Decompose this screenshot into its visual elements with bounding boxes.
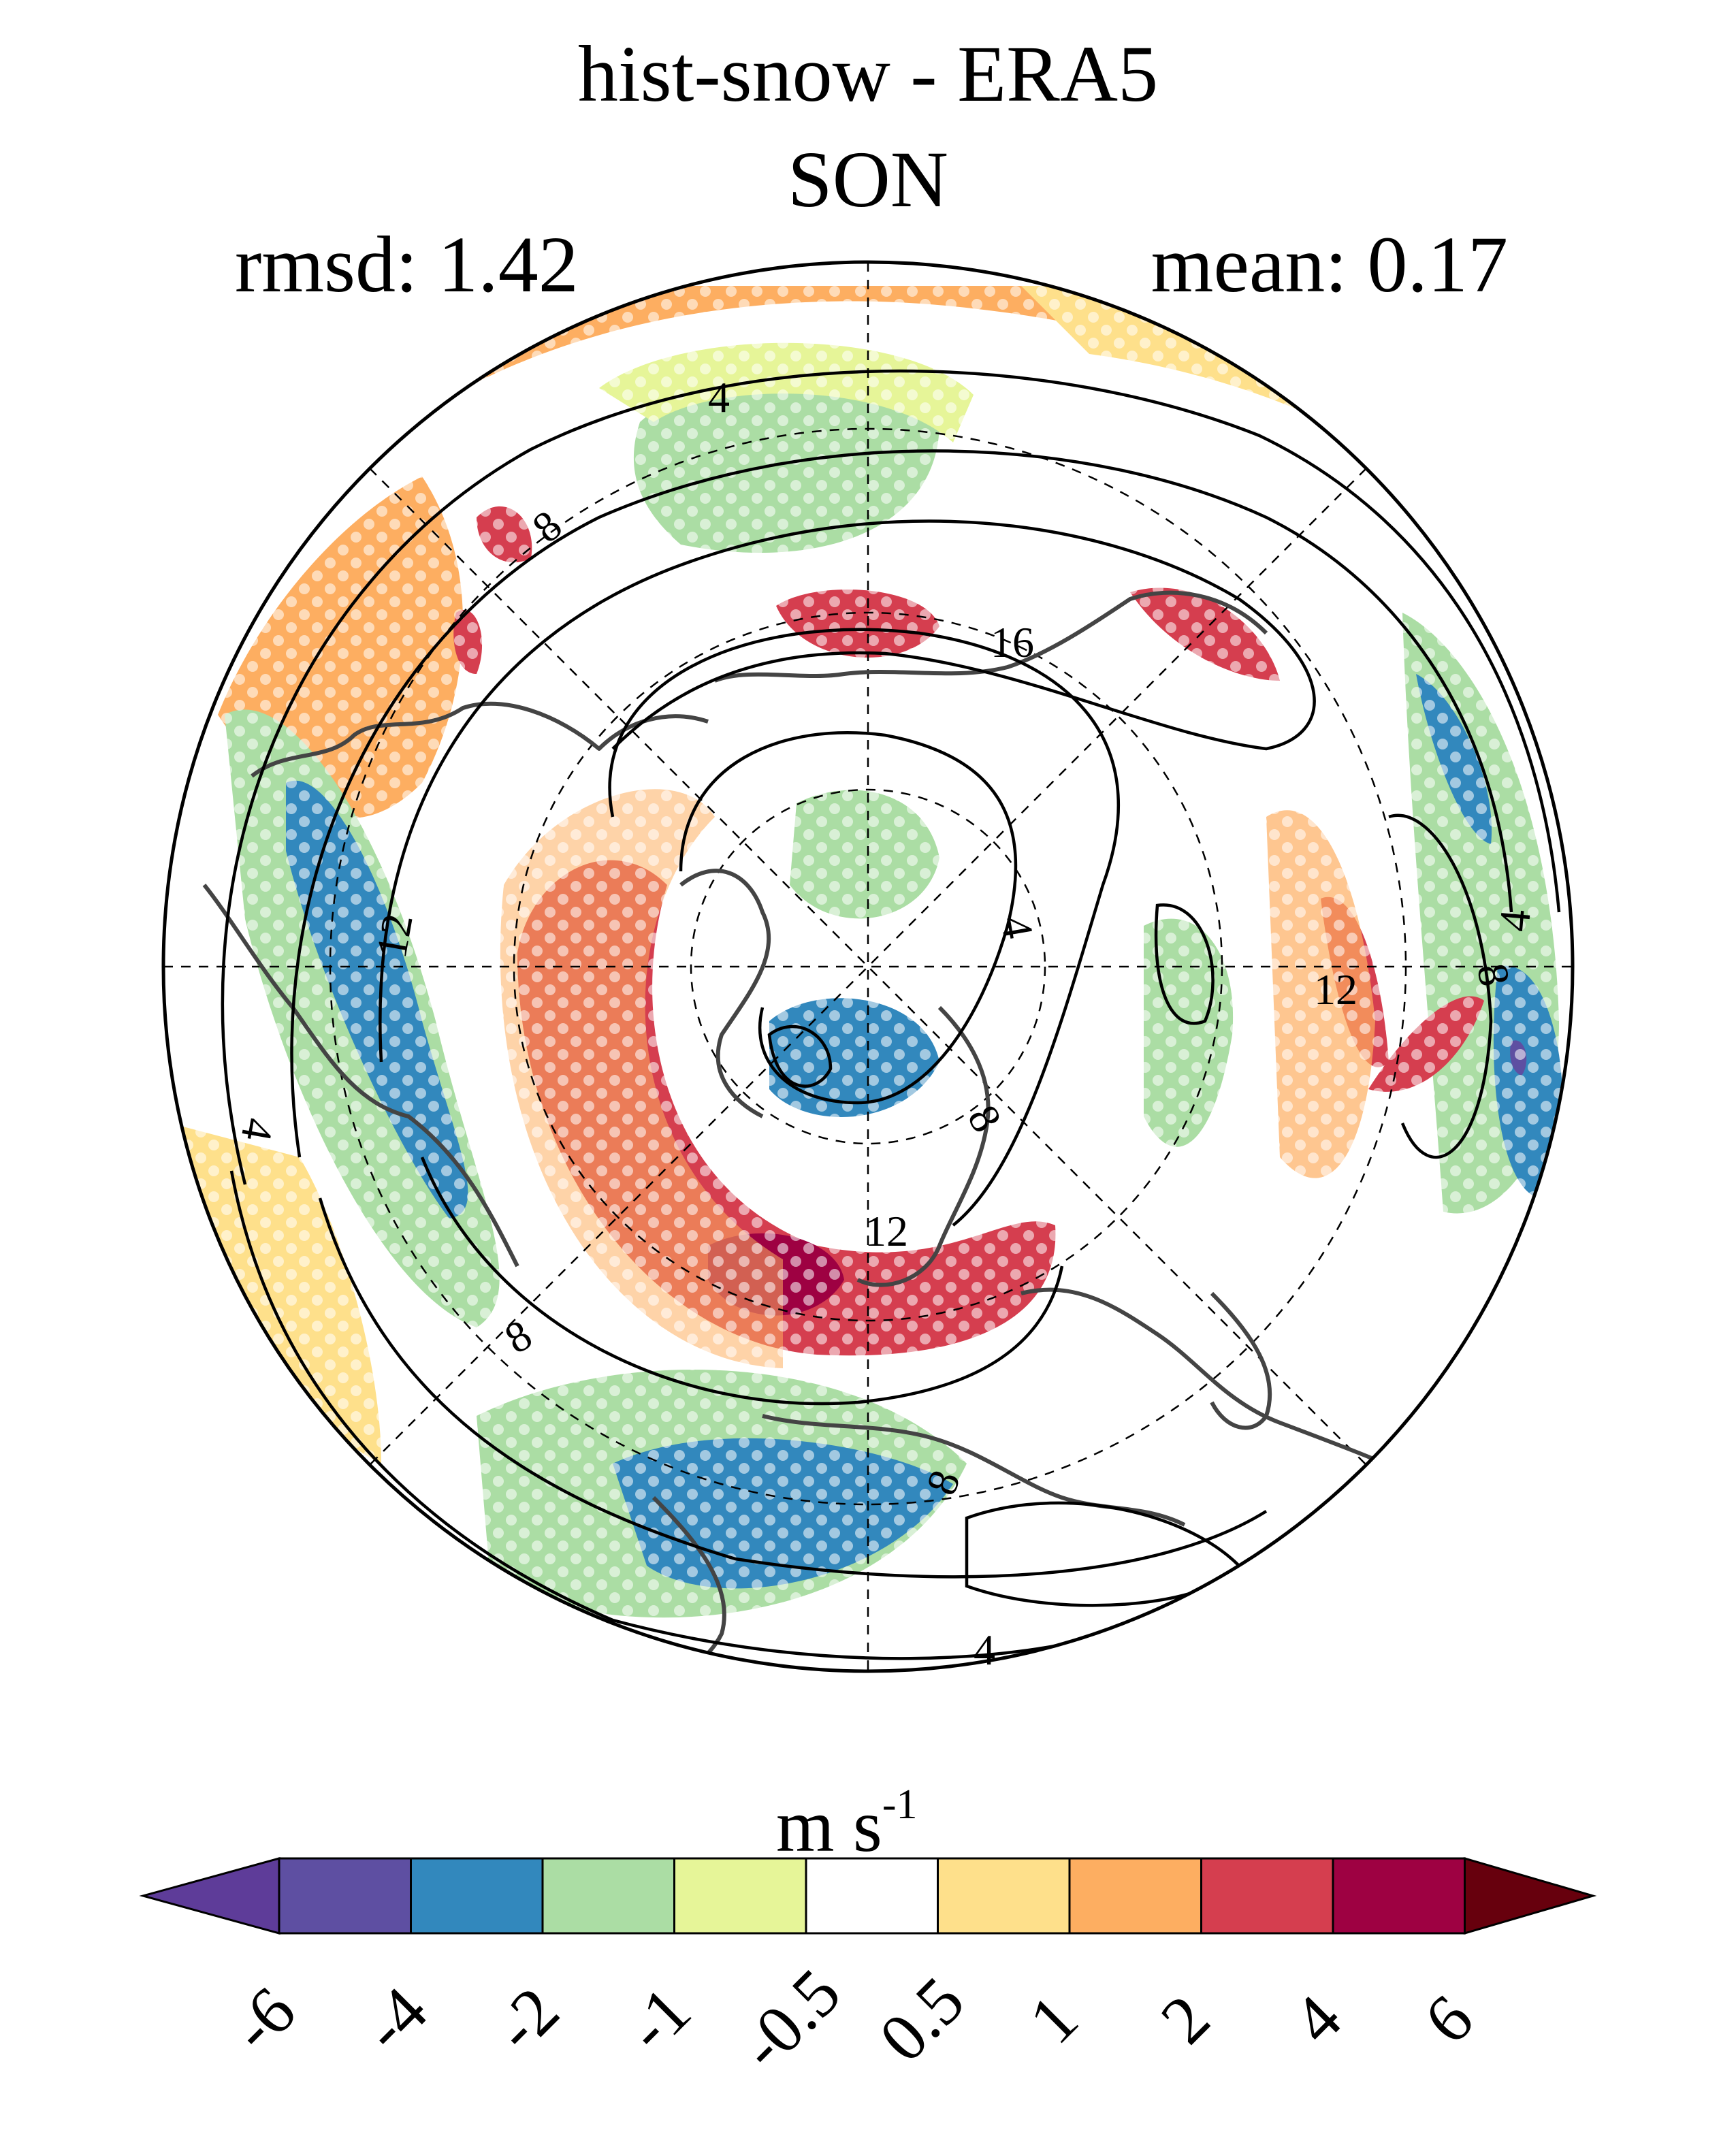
colorbar-extend-low bbox=[139, 1857, 280, 1935]
contour-label: 4 bbox=[974, 1626, 995, 1674]
colorbar-tick-label: -0.5 bbox=[725, 1954, 854, 2084]
colorbar-tick-label: 6 bbox=[1410, 1980, 1488, 2058]
polar-map bbox=[163, 262, 1573, 1671]
colorbar-tick-label: 0.5 bbox=[865, 1963, 978, 2076]
unit-text: m s bbox=[776, 1784, 882, 1867]
colorbar-unit: m s-1 bbox=[776, 1784, 918, 1863]
colorbar-swatch bbox=[410, 1857, 544, 1935]
colorbar: -6 -4 -2 -1 -0.5 0.5 1 2 4 6 bbox=[139, 1856, 1597, 2084]
colorbar-extend-high bbox=[1464, 1856, 1597, 1935]
colorbar-tick-label: -4 bbox=[348, 1973, 441, 2066]
colorbar-tick-label: -2 bbox=[480, 1973, 573, 2066]
colorbar-tick-label: -6 bbox=[216, 1973, 310, 2066]
rmsd-statistic: rmsd: 1.42 bbox=[235, 220, 579, 309]
climatology-contours bbox=[221, 369, 1561, 1660]
colorbar-tick-label: 4 bbox=[1278, 1980, 1355, 2058]
map-boundary bbox=[161, 260, 1575, 1673]
plot-title: hist-snow - ERA5 bbox=[577, 29, 1159, 118]
colorbar-swatch bbox=[1332, 1857, 1466, 1935]
colorbar-tick-label: 2 bbox=[1146, 1980, 1224, 2058]
contour-label: 12 bbox=[1314, 965, 1357, 1014]
colorbar-tick-label: -1 bbox=[611, 1973, 705, 2066]
contour-label: 12 bbox=[865, 1207, 908, 1255]
contour-label: 4 bbox=[1490, 907, 1540, 933]
contour-label: 12 bbox=[367, 910, 422, 961]
contour-label: 4 bbox=[708, 373, 730, 421]
graticule bbox=[163, 262, 1573, 1671]
colorbar-swatch bbox=[937, 1857, 1071, 1935]
colorbar-swatch bbox=[541, 1857, 675, 1935]
colorbar-swatch bbox=[1200, 1857, 1334, 1935]
colorbar-swatch bbox=[673, 1857, 807, 1935]
season-label: SON bbox=[787, 135, 949, 224]
mean-statistic: mean: 0.17 bbox=[1151, 220, 1508, 309]
colorbar-swatch bbox=[805, 1857, 939, 1935]
unit-exponent: -1 bbox=[882, 1781, 918, 1828]
colorbar-swatch bbox=[1068, 1857, 1202, 1935]
colorbar-tick-label: 1 bbox=[1014, 1980, 1092, 2058]
contour-label: 16 bbox=[991, 618, 1034, 666]
colorbar-swatch bbox=[278, 1857, 412, 1935]
